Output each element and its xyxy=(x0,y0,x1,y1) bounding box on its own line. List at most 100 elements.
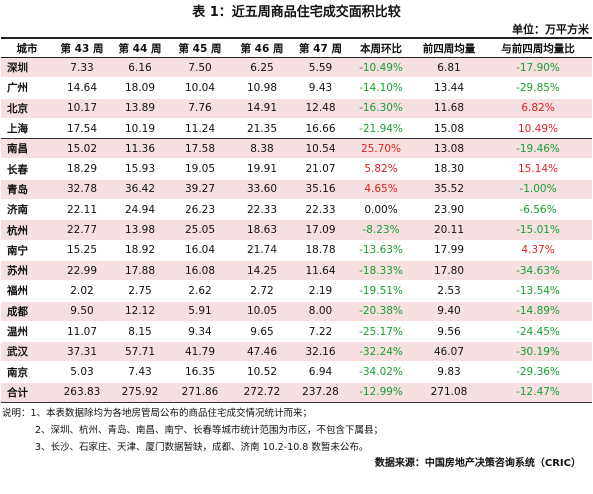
cell-vs-four-week-average: -34.63% xyxy=(484,260,592,282)
cell-week-47: 11.64 xyxy=(293,260,348,282)
cell-four-week-average: 18.30 xyxy=(414,158,484,180)
cell-city: 武汉 xyxy=(1,341,53,363)
cell-four-week-average: 23.90 xyxy=(414,199,484,221)
cell-city: 济南 xyxy=(1,199,53,221)
cell-city: 成都 xyxy=(1,301,53,322)
cell-week-46: 19.91 xyxy=(231,158,293,180)
cell-week-46: 21.74 xyxy=(231,240,293,261)
table-row: 上海 17.54 10.19 11.24 21.35 16.66 -21.94% 15.08 1… xyxy=(1,118,592,140)
cell-week-47: 2.19 xyxy=(293,280,348,302)
cell-week-43: 2.02 xyxy=(53,280,111,302)
table-row: 长春 18.29 15.93 19.05 19.91 21.07 5.82% 18.30 15.… xyxy=(1,158,592,180)
cell-week-44: 13.89 xyxy=(111,98,169,119)
cell-city: 南宁 xyxy=(1,240,53,261)
cell-week-over-week: -34.02% xyxy=(348,361,414,383)
cell-week-45: 16.08 xyxy=(169,260,231,282)
table-row: 青岛 32.78 36.42 39.27 33.60 35.16 4.65% 35.52 -1.… xyxy=(1,179,592,201)
cell-week-43: 11.07 xyxy=(53,321,111,343)
cell-four-week-average: 271.08 xyxy=(414,381,484,404)
cell-city: 青岛 xyxy=(1,179,53,201)
cell-vs-four-week-average: 10.49% xyxy=(484,118,592,140)
cell-week-46: 18.63 xyxy=(231,219,293,241)
cell-week-over-week: -12.99% xyxy=(348,381,414,404)
cell-vs-four-week-average: -15.01% xyxy=(484,219,592,241)
cell-week-47: 35.16 xyxy=(293,179,348,201)
cell-four-week-average: 9.56 xyxy=(414,321,484,343)
table-row: 北京 10.17 13.89 7.76 14.91 12.48 -16.30% 11.68 6.… xyxy=(1,98,592,119)
cell-week-over-week: -25.17% xyxy=(348,321,414,343)
cell-week-over-week: -19.51% xyxy=(348,280,414,302)
cell-week-43: 15.02 xyxy=(53,138,111,160)
header-vs-four-week-average: 与前四周均量比 xyxy=(484,37,592,58)
cell-week-46: 47.46 xyxy=(231,341,293,363)
cell-city: 苏州 xyxy=(1,260,53,282)
cell-vs-four-week-average: -12.47% xyxy=(484,381,592,404)
cell-week-47: 17.09 xyxy=(293,219,348,241)
cell-four-week-average: 17.99 xyxy=(414,240,484,261)
table-row: 南昌 15.02 11.36 17.58 8.38 10.54 25.70% 13.08 -19… xyxy=(1,138,592,160)
cell-four-week-average: 13.44 xyxy=(414,77,484,99)
cell-city: 南昌 xyxy=(1,138,53,160)
cell-week-44: 18.92 xyxy=(111,240,169,261)
table-row: 杭州 22.77 13.98 25.05 18.63 17.09 -8.23% 20.11 -1… xyxy=(1,219,592,241)
cell-week-44: 13.98 xyxy=(111,219,169,241)
cell-city: 杭州 xyxy=(1,219,53,241)
cell-week-over-week: 25.70% xyxy=(348,138,414,160)
cell-four-week-average: 35.52 xyxy=(414,179,484,201)
table-total-row: 合计 263.83 275.92 271.86 272.72 237.28 -12.99% 2… xyxy=(1,381,592,404)
cell-week-43: 37.31 xyxy=(53,341,111,363)
cell-four-week-average: 9.40 xyxy=(414,301,484,322)
cell-week-43: 7.33 xyxy=(53,57,111,79)
table-row: 南京 5.03 7.43 16.35 10.52 6.94 -34.02% 9.83 -29.3… xyxy=(1,361,592,383)
cell-week-over-week: -8.23% xyxy=(348,219,414,241)
cell-week-44: 11.36 xyxy=(111,138,169,160)
cell-week-47: 8.00 xyxy=(293,301,348,322)
cell-week-46: 10.52 xyxy=(231,361,293,383)
cell-four-week-average: 20.11 xyxy=(414,219,484,241)
cell-week-45: 9.34 xyxy=(169,321,231,343)
cell-week-46: 14.25 xyxy=(231,260,293,282)
cell-week-43: 15.25 xyxy=(53,240,111,261)
cell-week-43: 17.54 xyxy=(53,118,111,140)
cell-week-45: 25.05 xyxy=(169,219,231,241)
header-week-43: 第 43 周 xyxy=(53,37,111,58)
cell-week-45: 11.24 xyxy=(169,118,231,140)
cell-week-47: 5.59 xyxy=(293,57,348,79)
cell-week-44: 57.71 xyxy=(111,341,169,363)
cell-week-47: 18.78 xyxy=(293,240,348,261)
cell-week-45: 16.35 xyxy=(169,361,231,383)
cell-city: 广州 xyxy=(1,77,53,99)
cell-week-over-week: 0.00% xyxy=(348,199,414,221)
cell-week-over-week: -14.10% xyxy=(348,77,414,99)
cell-city: 福州 xyxy=(1,280,53,302)
notes: 说明：1、本表数据除均为各地房管局公布的商品住宅成交情况统计而来； 2、深圳、杭… xyxy=(0,405,593,456)
cell-vs-four-week-average: 6.82% xyxy=(484,98,592,119)
cell-week-over-week: 5.82% xyxy=(348,158,414,180)
note-1: 说明：1、本表数据除均为各地房管局公布的商品住宅成交情况统计而来； xyxy=(2,408,313,420)
cell-vs-four-week-average: -29.36% xyxy=(484,361,592,383)
cell-vs-four-week-average: -13.54% xyxy=(484,280,592,302)
header-week-44: 第 44 周 xyxy=(111,37,169,58)
cell-week-46: 10.98 xyxy=(231,77,293,99)
cell-week-47: 12.48 xyxy=(293,98,348,119)
table-row: 深圳 7.33 6.16 7.50 6.25 5.59 -10.49% 6.81 -17.90% xyxy=(1,57,592,79)
cell-week-47: 237.28 xyxy=(293,381,348,404)
cell-city: 长春 xyxy=(1,158,53,180)
cell-vs-four-week-average: -30.19% xyxy=(484,341,592,363)
cell-week-44: 12.12 xyxy=(111,301,169,322)
cell-four-week-average: 9.83 xyxy=(414,361,484,383)
cell-vs-four-week-average: -29.85% xyxy=(484,77,592,99)
cell-week-45: 5.91 xyxy=(169,301,231,322)
cell-week-43: 9.50 xyxy=(53,301,111,322)
cell-week-45: 7.76 xyxy=(169,98,231,119)
cell-week-47: 22.33 xyxy=(293,199,348,221)
cell-week-over-week: -13.63% xyxy=(348,240,414,261)
header-city: 城市 xyxy=(1,37,53,58)
cell-week-43: 22.11 xyxy=(53,199,111,221)
cell-week-44: 24.94 xyxy=(111,199,169,221)
cell-week-over-week: -20.38% xyxy=(348,301,414,322)
housing-transactions-table: 城市 第 43 周 第 44 周 第 45 周 第 46 周 第 47 周 本周… xyxy=(1,37,592,404)
cell-week-43: 22.77 xyxy=(53,219,111,241)
cell-week-46: 33.60 xyxy=(231,179,293,201)
cell-week-46: 21.35 xyxy=(231,118,293,140)
